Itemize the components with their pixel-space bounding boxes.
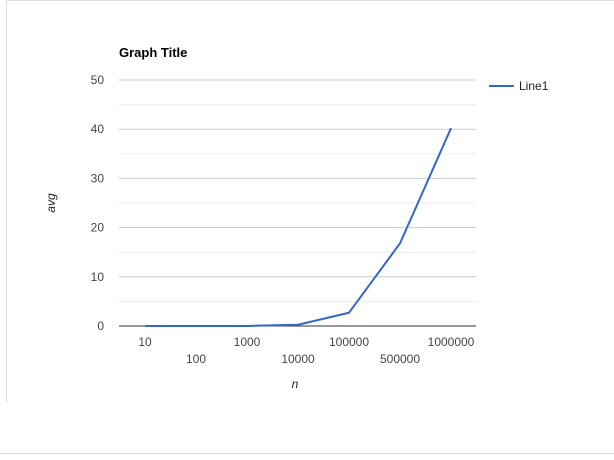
y-tick-label: 40: [91, 122, 105, 136]
y-tick-label: 20: [91, 221, 105, 235]
legend: Line1: [489, 79, 549, 93]
y-axis-ticks: 0 10 20 30 40 50: [91, 73, 105, 333]
x-axis-ticks: 10 100 1000 10000 100000 500000 1000000: [138, 335, 474, 366]
chart-frame: [6, 0, 614, 403]
legend-label-line1: Line1: [519, 79, 549, 93]
y-tick-label: 50: [91, 73, 105, 87]
x-tick-label: 500000: [380, 352, 420, 366]
x-axis-title: n: [292, 377, 299, 391]
divider: [0, 453, 614, 454]
x-tick-label: 10: [138, 335, 152, 349]
chart-title: Graph Title: [119, 45, 187, 60]
x-tick-label: 100000: [329, 335, 369, 349]
x-tick-label: 1000: [234, 335, 261, 349]
y-axis-title: avg: [44, 193, 58, 213]
x-tick-label: 10000: [281, 352, 315, 366]
y-tick-label: 30: [91, 171, 105, 185]
x-tick-label: 100: [186, 352, 206, 366]
y-tick-label: 10: [91, 270, 105, 284]
series-group: [144, 127, 452, 327]
y-tick-label: 0: [97, 319, 104, 333]
gridlines: [119, 79, 476, 327]
x-tick-label: 1000000: [428, 335, 475, 349]
